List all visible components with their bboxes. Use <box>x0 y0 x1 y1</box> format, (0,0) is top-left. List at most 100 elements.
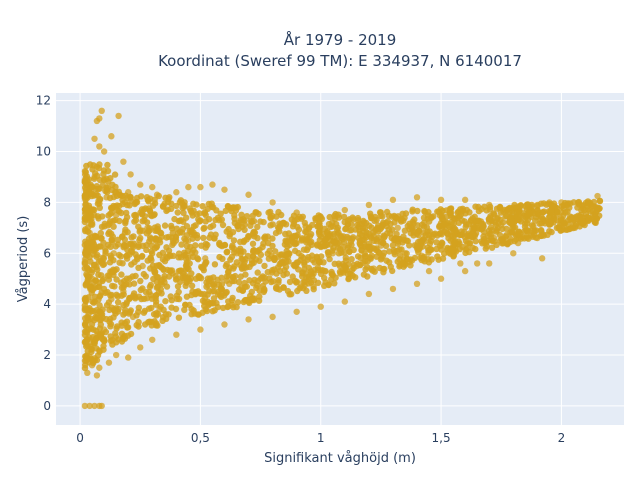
data-point-cloud <box>211 307 218 314</box>
data-point-cloud <box>81 218 89 226</box>
data-point-cloud <box>229 277 236 285</box>
data-point-cloud <box>300 279 307 286</box>
data-point-cloud <box>488 244 496 251</box>
data-point-cloud <box>112 216 119 224</box>
data-point-cloud <box>252 256 260 263</box>
data-point <box>120 158 127 165</box>
data-point-cloud <box>112 243 119 250</box>
data-point-cloud <box>286 278 294 286</box>
data-point <box>293 308 300 315</box>
y-tick-label: 12 <box>36 94 51 108</box>
data-point-cloud <box>82 169 90 176</box>
data-point-cloud <box>82 186 90 194</box>
data-point-cloud <box>95 185 102 193</box>
data-point-cloud <box>166 273 173 280</box>
data-point-cloud <box>438 239 445 246</box>
data-point-cloud <box>327 223 335 231</box>
data-point-cloud <box>219 221 227 229</box>
data-point-cloud <box>539 209 546 216</box>
data-point-cloud <box>354 260 361 267</box>
data-point-cloud <box>506 218 513 225</box>
data-point-cloud <box>81 192 89 199</box>
data-point-cloud <box>254 269 261 276</box>
y-tick-label: 8 <box>43 195 51 209</box>
data-point-cloud <box>203 283 210 290</box>
data-point-cloud <box>87 325 95 332</box>
data-point-cloud <box>486 203 494 210</box>
data-point-cloud <box>509 224 516 232</box>
data-point-cloud <box>209 222 217 229</box>
data-point-cloud <box>118 271 125 278</box>
data-point-cloud <box>202 218 209 225</box>
data-point-cloud <box>82 361 89 369</box>
data-point-cloud <box>293 279 300 286</box>
data-point-cloud <box>110 268 117 276</box>
data-point-cloud <box>342 225 349 233</box>
data-point-cloud <box>130 280 138 287</box>
data-point-cloud <box>514 231 522 238</box>
data-point-cloud <box>100 239 107 246</box>
data-point-cloud <box>226 233 233 240</box>
data-point-cloud <box>152 292 159 299</box>
data-point-cloud <box>148 212 155 220</box>
data-point-cloud <box>157 279 164 286</box>
data-point-cloud <box>264 268 271 276</box>
data-point-cloud <box>426 246 434 254</box>
data-point-cloud <box>206 234 213 241</box>
data-point-cloud <box>221 241 228 249</box>
data-point-cloud <box>478 238 485 245</box>
data-point-cloud <box>243 283 250 290</box>
data-point <box>96 143 103 150</box>
data-point-cloud <box>193 201 200 208</box>
data-point-cloud <box>141 321 149 328</box>
data-point-cloud <box>115 188 123 195</box>
data-point-cloud <box>377 212 384 220</box>
data-point-cloud <box>293 233 300 240</box>
data-point-cloud <box>576 223 583 230</box>
grid-layer <box>56 93 624 425</box>
data-point-cloud <box>126 202 133 209</box>
data-point-cloud <box>168 297 175 304</box>
data-point-cloud <box>143 246 150 254</box>
data-point-cloud <box>118 330 126 337</box>
data-point-cloud <box>472 238 479 245</box>
data-point-cloud <box>356 220 363 228</box>
data-point-cloud <box>183 279 190 286</box>
data-point-cloud <box>269 235 276 242</box>
data-point-cloud <box>175 314 183 321</box>
data-point <box>84 369 91 377</box>
data-point-cloud <box>480 233 487 240</box>
data-point-cloud <box>249 240 257 247</box>
data-point-cloud <box>161 222 169 229</box>
data-point <box>91 402 98 410</box>
data-point-cloud <box>147 292 155 299</box>
data-point-cloud <box>242 271 249 278</box>
data-point-cloud <box>93 191 100 198</box>
data-point-cloud <box>94 213 102 220</box>
data-point-cloud <box>89 298 96 305</box>
data-point <box>389 196 397 204</box>
data-point-cloud <box>409 257 416 264</box>
data-point-cloud <box>123 255 131 262</box>
data-point-cloud <box>93 307 101 314</box>
data-point-cloud <box>538 227 545 235</box>
data-point <box>91 135 98 142</box>
data-point <box>461 196 469 204</box>
data-point-cloud <box>161 272 168 280</box>
data-point-cloud <box>450 215 458 222</box>
data-point-cloud <box>261 262 268 270</box>
data-point <box>197 183 204 191</box>
data-point-cloud <box>146 207 154 215</box>
y-tick-label: 0 <box>43 399 51 413</box>
x-tick-label: 2 <box>558 431 566 445</box>
data-point-cloud <box>443 207 450 214</box>
data-point-cloud <box>149 202 157 209</box>
data-point-cloud <box>369 267 376 274</box>
data-point-cloud <box>368 224 375 231</box>
data-point-cloud <box>123 209 130 217</box>
data-point-cloud <box>210 283 218 290</box>
data-point <box>365 290 373 298</box>
data-point-cloud <box>175 288 182 296</box>
data-point-cloud <box>83 177 91 184</box>
data-point-cloud <box>591 218 598 225</box>
